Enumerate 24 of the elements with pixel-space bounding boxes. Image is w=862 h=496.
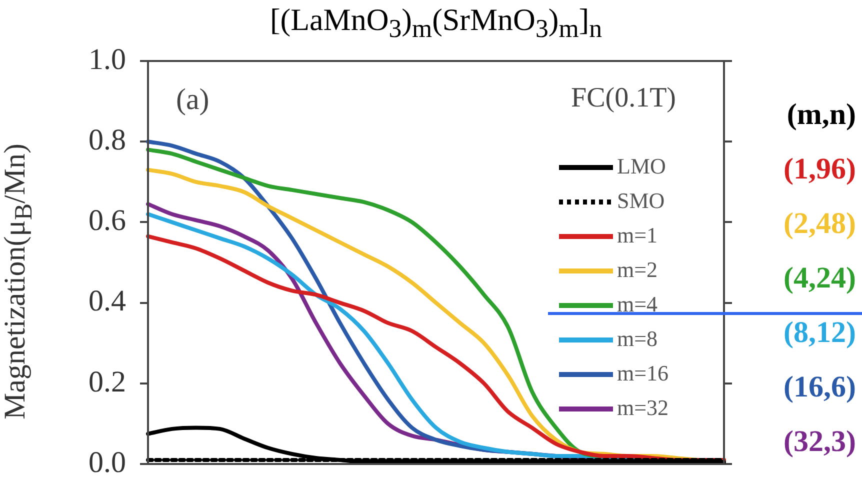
text: (4,24) xyxy=(784,261,856,294)
y-tick-label: 0.2 xyxy=(88,365,126,398)
y-tick-label: 0.8 xyxy=(88,123,126,156)
chart-title: [(LaMnO$_{3}$)$_{m}$(SrMnO$_{3}$)$_{m}$]$_{n}$ xyxy=(270,2,602,44)
y-tick-label: 1.0 xyxy=(88,42,126,76)
text: (m,n) xyxy=(786,98,856,131)
legend-label: LMO xyxy=(617,153,666,178)
y-tick-label: 0.6 xyxy=(88,204,126,238)
annotation: FC(0.1T) xyxy=(571,82,676,114)
legend-label: m=1 xyxy=(617,222,658,248)
text: (2,48) xyxy=(784,206,856,240)
y-tick-label: 0.4 xyxy=(88,284,126,318)
legend-label: m=32 xyxy=(617,394,669,420)
legend-label: m=16 xyxy=(617,360,669,386)
annotation: (a) xyxy=(176,82,210,116)
y-tick-label: 0.0 xyxy=(88,446,126,479)
legend-label: SMO xyxy=(617,188,665,213)
text: (1,96) xyxy=(784,152,856,186)
legend-label: m=2 xyxy=(617,256,658,282)
legend-label: m=4 xyxy=(617,291,658,316)
legend-label: m=8 xyxy=(617,326,658,351)
text: (32,3) xyxy=(784,424,856,458)
text: (16,6) xyxy=(784,370,856,404)
text: (8,12) xyxy=(784,316,856,349)
